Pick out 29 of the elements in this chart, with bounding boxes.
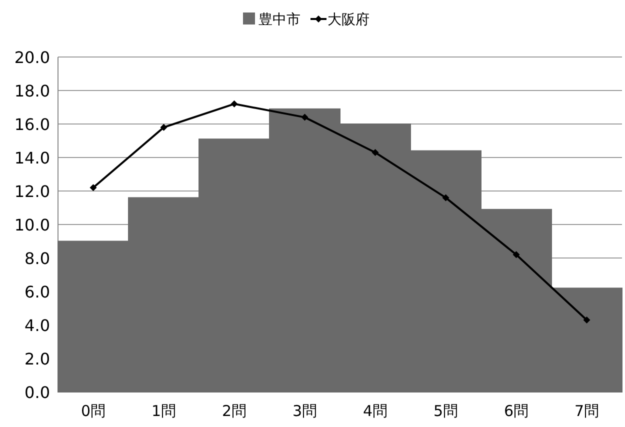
y-tick-label: 10.0 <box>14 216 50 234</box>
point <box>90 184 97 192</box>
y-tick-label: 8.0 <box>24 249 50 268</box>
y-tick-label: 14.0 <box>14 148 50 168</box>
y-tick-label: 20.0 <box>14 48 50 67</box>
x-tick-label: 6問 <box>504 402 529 420</box>
x-tick-label: 1問 <box>151 402 176 420</box>
point <box>301 114 308 121</box>
y-tick-label: 18.0 <box>14 82 50 100</box>
y-tick-label: 0.0 <box>24 383 50 402</box>
legend-label: 大阪府 <box>328 12 370 28</box>
x-tick-label: 5問 <box>433 402 458 420</box>
point <box>230 100 238 108</box>
point <box>160 124 168 131</box>
x-tick-label: 2問 <box>222 402 247 420</box>
y-tick-label: 16.0 <box>14 115 50 134</box>
y-tick-label: 6.0 <box>24 282 50 302</box>
point <box>512 251 520 258</box>
point <box>372 148 379 156</box>
x-tick-label: 3問 <box>292 402 318 420</box>
legend-label: 豊中市 <box>258 12 300 28</box>
x-tick-label: 0問 <box>80 402 106 420</box>
x-tick-label: 4問 <box>362 402 388 420</box>
y-tick-label: 12.0 <box>14 182 50 201</box>
point <box>442 194 450 202</box>
x-tick-label: 7問 <box>574 402 600 420</box>
y-tick-label: 2.0 <box>24 350 50 368</box>
y-tick-label: 4.0 <box>24 316 50 335</box>
point <box>583 316 590 324</box>
